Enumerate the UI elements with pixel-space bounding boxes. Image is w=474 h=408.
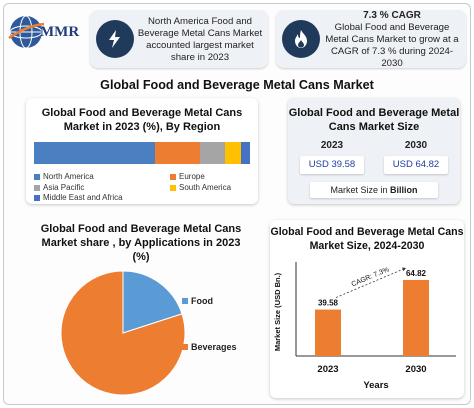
- legend-food-swatch: [182, 298, 188, 304]
- bar-data-label: 64.82: [406, 269, 427, 278]
- region-legend-item: Europe: [170, 172, 205, 183]
- cagr-card: 7.3 % CAGR Global Food and Beverage Meta…: [276, 10, 466, 69]
- legend-food-label: Food: [191, 296, 213, 306]
- region-legend-swatch: [34, 195, 40, 202]
- region-legend-swatch: [34, 174, 40, 181]
- north-america-share-text: North America Food and Beverage Metal Ca…: [137, 16, 263, 63]
- value-2030: USD 64.82: [384, 156, 448, 174]
- flame-icon: [282, 20, 320, 58]
- market-size-panel: Global Food and Beverage Metal Cans Mark…: [288, 98, 460, 204]
- x-axis-label: Years: [363, 380, 388, 391]
- legend-beverages: Beverages: [182, 342, 237, 352]
- cagr-description: Global Food and Beverage Metal Cans Mark…: [325, 22, 459, 69]
- value-2023: USD 39.58: [300, 156, 364, 174]
- unit-label-unit: Billion: [390, 185, 418, 195]
- region-legend-label: Middle East and Africa: [43, 193, 123, 202]
- pie-slice-beverages: [60, 270, 186, 396]
- year-2023-label: 2023: [320, 140, 344, 151]
- region-legend-swatch: [170, 184, 176, 191]
- region-segment-middle-east-and-africa: [240, 142, 250, 164]
- applications-pie-chart: [60, 270, 186, 396]
- legend-beverages-swatch: [182, 344, 188, 350]
- region-legend-item: South America: [170, 183, 231, 194]
- x-tick-label: 2030: [405, 364, 426, 375]
- cagr-arrow-head: [402, 267, 406, 272]
- region-legend-swatch: [170, 174, 176, 181]
- unit-label-prefix: Market Size in: [330, 185, 391, 195]
- bar-2023: [315, 309, 341, 356]
- logo-text: MMR: [40, 24, 80, 40]
- region-legend-label: Asia Pacific: [43, 182, 85, 192]
- bar-data-label: 39.58: [318, 299, 339, 308]
- cagr-arrow-line: [335, 267, 407, 298]
- region-chart-title: Global Food and Beverage Metal Cans Mark…: [41, 107, 243, 133]
- region-legend-item: Middle East and Africa: [34, 193, 123, 204]
- pie-slice-food: [122, 270, 183, 334]
- cagr-value: 7.3 % CAGR: [363, 10, 421, 21]
- north-america-share-card: North America Food and Beverage Metal Ca…: [90, 10, 268, 68]
- bar-2030: [403, 279, 429, 356]
- region-legend-swatch: [34, 184, 40, 191]
- cagr-text-block: 7.3 % CAGR Global Food and Beverage Meta…: [322, 10, 462, 69]
- market-size-title: Global Food and Beverage Metal Cans Mark…: [288, 107, 460, 133]
- region-stacked-bar: [34, 142, 250, 164]
- region-segment-europe: [154, 142, 200, 164]
- region-legend-item: North America: [34, 172, 94, 183]
- globe-icon: [8, 15, 45, 49]
- market-size-bar-chart: Market Size (USD Bn.) 39.58202364.822030C…: [273, 262, 456, 391]
- region-share-panel: Global Food and Beverage Metal Cans Mark…: [26, 98, 258, 204]
- region-legend-item: Asia Pacific: [34, 183, 84, 194]
- page-title: Global Food and Beverage Metal Cans Mark…: [100, 78, 374, 92]
- mmr-logo: MMR: [6, 10, 84, 58]
- x-tick-label: 2023: [317, 364, 338, 375]
- applications-chart-title: Global Food and Beverage Metal Cans Mark…: [40, 223, 242, 263]
- region-segment-asia-pacific: [199, 142, 225, 164]
- lightning-icon: [96, 20, 134, 58]
- market-size-unit-label: Market Size in Billion: [310, 182, 438, 198]
- region-segment-south-america: [224, 142, 241, 164]
- legend-food: Food: [182, 296, 213, 306]
- region-legend-label: Europe: [179, 172, 205, 181]
- y-axis-label: Market Size (USD Bn.): [273, 272, 282, 351]
- region-segment-north-america: [34, 142, 155, 164]
- year-2030-label: 2030: [404, 140, 428, 151]
- market-size-bar-panel: Global Food and Beverage Metal Cans Mark…: [270, 220, 464, 398]
- region-legend-label: North America: [43, 172, 94, 181]
- bar-chart-title: Global Food and Beverage Metal Cans Mark…: [270, 226, 464, 252]
- region-legend-label: South America: [179, 182, 232, 192]
- legend-beverages-label: Beverages: [191, 342, 237, 352]
